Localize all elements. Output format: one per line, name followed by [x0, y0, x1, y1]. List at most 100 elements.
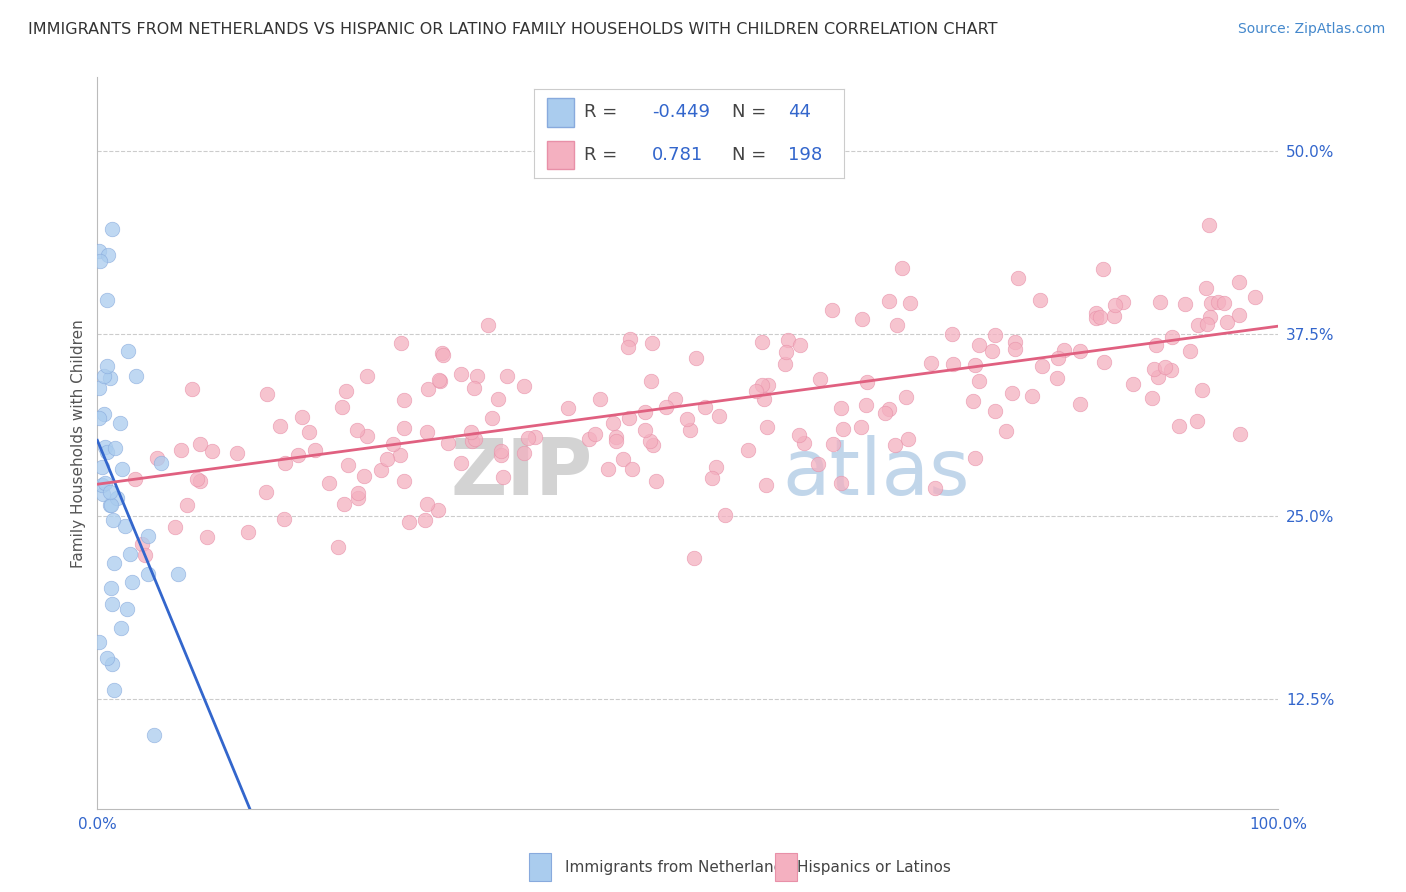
Point [523, 430, 546, 444]
Point [602, 416, 624, 430]
Point [143, 728, 166, 742]
Point [1198, 218, 1220, 232]
Point [778, 334, 800, 348]
Point [1143, 362, 1166, 376]
Point [1069, 397, 1091, 411]
Point [898, 295, 921, 310]
Point [103, 556, 125, 570]
Point [962, 393, 984, 408]
Point [125, 368, 148, 383]
Text: N =: N = [733, 103, 766, 121]
Point [751, 378, 773, 392]
Point [98, 498, 121, 512]
Point [492, 470, 515, 484]
Point [1216, 315, 1239, 329]
Point [91, 478, 114, 492]
Point [110, 462, 132, 476]
Point [477, 318, 499, 332]
Point [994, 424, 1017, 438]
Point [392, 393, 415, 408]
Point [87, 635, 110, 649]
Point [516, 431, 538, 445]
Point [96, 248, 118, 262]
Point [676, 412, 699, 426]
Text: atlas: atlas [782, 434, 970, 510]
Point [967, 374, 990, 388]
Point [335, 384, 357, 399]
Point [100, 598, 122, 612]
Point [1180, 344, 1202, 359]
Point [1195, 281, 1218, 295]
Point [291, 409, 314, 424]
Point [165, 520, 187, 534]
Point [318, 476, 340, 491]
Point [326, 541, 349, 555]
Point [513, 379, 536, 393]
Point [98, 370, 121, 384]
Point [145, 450, 167, 465]
Point [745, 384, 768, 399]
Point [641, 438, 664, 452]
Point [578, 433, 600, 447]
Point [96, 650, 118, 665]
Text: -0.449: -0.449 [652, 103, 710, 121]
Point [1227, 276, 1250, 290]
Point [91, 460, 114, 475]
Point [346, 486, 368, 500]
Point [1140, 391, 1163, 405]
Y-axis label: Family Households with Children: Family Households with Children [72, 318, 86, 567]
Point [89, 254, 111, 268]
Point [392, 475, 415, 489]
Point [353, 468, 375, 483]
Point [1112, 294, 1135, 309]
Point [1091, 262, 1114, 277]
Point [87, 381, 110, 395]
Point [605, 434, 627, 449]
Point [664, 392, 686, 406]
Point [427, 373, 450, 387]
Point [1088, 310, 1111, 324]
Text: 44: 44 [787, 103, 811, 121]
Point [287, 448, 309, 462]
Point [756, 420, 779, 434]
Point [612, 452, 634, 467]
Text: IMMIGRANTS FROM NETHERLANDS VS HISPANIC OR LATINO FAMILY HOUSEHOLDS WITH CHILDRE: IMMIGRANTS FROM NETHERLANDS VS HISPANIC … [28, 22, 998, 37]
Point [236, 524, 259, 539]
Point [589, 392, 612, 406]
Point [100, 581, 122, 595]
Point [346, 423, 368, 437]
Point [851, 312, 873, 326]
Point [115, 602, 138, 616]
Point [1047, 351, 1070, 365]
Point [101, 222, 124, 236]
Point [416, 425, 439, 440]
Point [605, 430, 627, 444]
Point [382, 437, 405, 451]
Point [93, 440, 115, 454]
Point [1195, 317, 1218, 331]
Point [1001, 386, 1024, 401]
Point [1053, 343, 1076, 357]
Point [980, 343, 1002, 358]
Point [620, 462, 643, 476]
Point [98, 485, 121, 500]
Point [138, 529, 160, 543]
Point [984, 327, 1007, 342]
Point [94, 476, 117, 491]
Point [104, 441, 127, 455]
Point [1104, 298, 1126, 312]
Point [486, 392, 509, 406]
Point [807, 457, 830, 471]
Point [789, 428, 811, 442]
Point [1102, 309, 1125, 323]
Point [188, 474, 211, 488]
Bar [547, 98, 575, 127]
Point [1085, 311, 1108, 326]
Point [437, 435, 460, 450]
Point [984, 404, 1007, 418]
Point [1031, 359, 1053, 373]
Point [118, 547, 141, 561]
Point [963, 358, 986, 372]
Point [256, 386, 278, 401]
Point [634, 405, 657, 419]
